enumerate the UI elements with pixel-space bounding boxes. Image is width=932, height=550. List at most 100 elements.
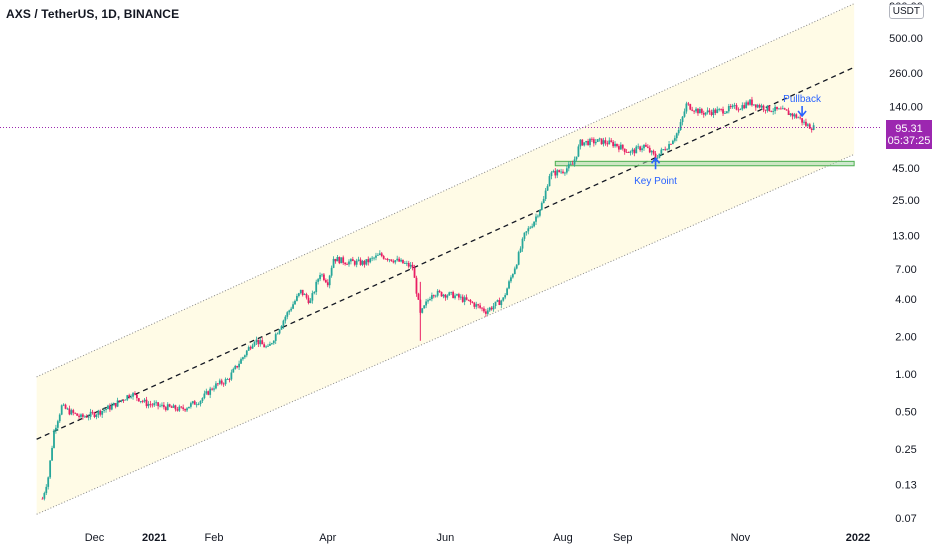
candle-body bbox=[756, 104, 759, 108]
candle-body bbox=[727, 106, 730, 112]
candle-body bbox=[112, 403, 115, 406]
candle-body bbox=[729, 106, 732, 108]
candle-body bbox=[139, 401, 142, 402]
candle-body bbox=[793, 114, 796, 117]
candle-body bbox=[58, 414, 61, 422]
candle-body bbox=[749, 99, 751, 105]
candle-body bbox=[186, 408, 188, 411]
candle-body bbox=[461, 296, 464, 302]
candle-body bbox=[188, 406, 190, 409]
candle-body bbox=[724, 112, 726, 114]
candle-body bbox=[265, 346, 267, 348]
y-axis-tick-label: 4.00 bbox=[895, 294, 916, 306]
candle-body bbox=[691, 109, 694, 111]
candle-body bbox=[403, 263, 406, 264]
candle-body bbox=[107, 405, 109, 410]
candle-body bbox=[592, 139, 595, 144]
candle-body bbox=[725, 111, 728, 113]
chart-title: AXS / TetherUS, 1D, BINANCE bbox=[6, 7, 180, 21]
candle-body bbox=[583, 142, 586, 146]
candle-body bbox=[353, 261, 356, 265]
candle-body bbox=[585, 140, 588, 143]
candle-body bbox=[359, 259, 362, 265]
candle-body bbox=[97, 410, 100, 415]
candle-body bbox=[128, 395, 131, 398]
candle-body bbox=[118, 400, 121, 402]
candle-body bbox=[386, 258, 389, 260]
candle-body bbox=[540, 203, 543, 210]
candle-body bbox=[161, 404, 163, 406]
candle-body bbox=[346, 264, 348, 265]
candle-body bbox=[269, 343, 271, 346]
candle-body bbox=[355, 260, 358, 265]
y-axis-tick-label: 0.25 bbox=[895, 444, 916, 456]
candle-body bbox=[552, 170, 555, 173]
candle-body bbox=[338, 257, 341, 264]
channel-lower-line bbox=[36, 153, 855, 515]
candle-body bbox=[801, 118, 803, 123]
currency-badge[interactable]: USDT bbox=[888, 4, 924, 19]
channel-fill bbox=[36, 3, 855, 515]
candle-body bbox=[720, 108, 723, 110]
candle-body bbox=[149, 403, 152, 405]
candle-body bbox=[172, 405, 175, 408]
candle-body bbox=[89, 411, 92, 417]
candle-body bbox=[53, 430, 55, 448]
y-axis-tick-label: 1.00 bbox=[895, 369, 916, 381]
candle-body bbox=[513, 268, 516, 275]
candle-body bbox=[367, 259, 370, 263]
candle-body bbox=[153, 403, 156, 406]
candle-body bbox=[639, 146, 642, 151]
candle-body bbox=[257, 339, 260, 345]
candle-body bbox=[779, 108, 782, 110]
candle-body bbox=[693, 110, 696, 112]
candle-body bbox=[745, 102, 748, 109]
candle-body bbox=[527, 228, 530, 232]
candle-body bbox=[751, 99, 753, 106]
candle-body bbox=[594, 141, 597, 144]
candle-body bbox=[95, 414, 98, 417]
candle-body bbox=[695, 108, 697, 112]
candle-body bbox=[162, 404, 165, 408]
candle-body bbox=[290, 308, 293, 311]
candle-body bbox=[60, 405, 63, 415]
y-axis-tick-label: 0.13 bbox=[895, 480, 916, 492]
candle-body bbox=[87, 416, 90, 418]
candle-body bbox=[286, 312, 289, 317]
candle-body bbox=[573, 159, 576, 165]
candle-body bbox=[434, 295, 437, 297]
x-axis-tick-label: Jun bbox=[437, 532, 455, 544]
candle-body bbox=[425, 301, 428, 306]
candle-body bbox=[176, 409, 179, 411]
candle-body bbox=[712, 109, 715, 116]
candle-body bbox=[508, 281, 510, 289]
candle-body bbox=[803, 121, 805, 123]
candle-body bbox=[83, 416, 86, 418]
candle-body bbox=[388, 259, 391, 261]
candle-body bbox=[411, 264, 414, 268]
candle-body bbox=[456, 294, 458, 296]
candle-body bbox=[255, 339, 258, 343]
candle-body bbox=[598, 138, 601, 140]
candle-body bbox=[76, 413, 79, 416]
candle-body bbox=[783, 108, 786, 110]
candle-body bbox=[778, 108, 780, 110]
candle-body bbox=[357, 259, 360, 261]
candle-body bbox=[668, 144, 670, 150]
x-axis-tick-label: Feb bbox=[205, 532, 224, 544]
candle-body bbox=[683, 111, 686, 117]
candle-body bbox=[166, 404, 169, 411]
candle-body bbox=[739, 109, 742, 111]
candle-body bbox=[203, 393, 206, 399]
candle-body bbox=[365, 259, 368, 265]
candle-body bbox=[529, 227, 532, 229]
candle-body bbox=[608, 140, 611, 145]
candle-body bbox=[321, 274, 323, 276]
candle-body bbox=[623, 148, 626, 153]
candle-body bbox=[216, 383, 219, 385]
candle-body bbox=[120, 400, 123, 402]
candle-body bbox=[182, 407, 185, 410]
candle-body bbox=[660, 149, 663, 154]
x-axis-tick-label: Aug bbox=[553, 532, 573, 544]
